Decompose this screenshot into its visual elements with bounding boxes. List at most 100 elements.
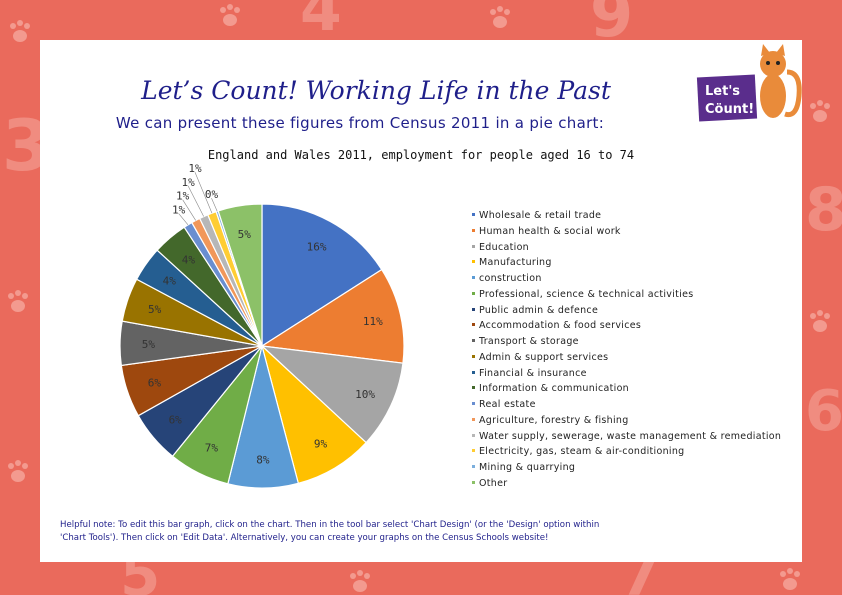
pie-slice-4[interactable] bbox=[260, 344, 367, 485]
leader-line-16 bbox=[194, 172, 213, 214]
legend-swatch bbox=[472, 370, 475, 374]
paw-print-icon bbox=[10, 20, 30, 42]
page-subtitle: We can present these figures from Census… bbox=[115, 114, 605, 132]
legend-label: Real estate bbox=[479, 399, 536, 410]
slice-label-8: 6% bbox=[148, 376, 162, 389]
leader-line-13 bbox=[178, 213, 189, 226]
slice-label-9: 5% bbox=[142, 338, 156, 351]
legend-item: Other bbox=[472, 476, 781, 492]
legend-label: Other bbox=[479, 477, 508, 489]
legend-swatch bbox=[472, 465, 475, 468]
legend-item: Accommodation & food services bbox=[472, 318, 781, 334]
legend-item: Financial & insurance bbox=[472, 366, 781, 382]
pie-slice-1[interactable] bbox=[261, 203, 383, 348]
slice-label-6: 7% bbox=[205, 442, 219, 455]
legend-label: Human health & social work bbox=[479, 225, 621, 237]
slice-label-3: 10% bbox=[355, 388, 375, 401]
slice-label-10: 5% bbox=[148, 303, 162, 316]
legend-swatch bbox=[472, 386, 475, 390]
legend-label: Water supply, sewerage, waste management… bbox=[479, 430, 782, 442]
legend-item: Water supply, sewerage, waste management… bbox=[472, 429, 781, 445]
legend-swatch bbox=[472, 228, 475, 232]
legend-label: Admin & support services bbox=[479, 351, 609, 363]
chart-title: England and Wales 2011, employment for p… bbox=[207, 148, 635, 162]
helpful-note: Helpful note: To edit this bar graph, cl… bbox=[60, 520, 600, 543]
pie-chart-area: 16% 11% 10% 9% 8% 7% 6% 6% 5% 5% 4% 4% 1% 1% 1% 1% 0% 5% bbox=[40, 40, 460, 562]
paw-print-icon bbox=[350, 570, 370, 592]
chart-legend: Wholesale & retail trade Human health & s… bbox=[472, 208, 781, 492]
legend-label: Mining & quarrying bbox=[479, 462, 576, 473]
legend-item: Wholesale & retail trade bbox=[472, 208, 781, 224]
slice-label-12: 4% bbox=[182, 253, 196, 266]
legend-item: Public admin & defence bbox=[472, 303, 781, 319]
bg-number-8: 8 bbox=[805, 175, 842, 245]
slice-label-16: 1% bbox=[188, 162, 202, 175]
slice-label-13: 1% bbox=[172, 203, 186, 216]
legend-swatch bbox=[472, 402, 475, 405]
legend-label: Information & communication bbox=[479, 383, 630, 395]
pie-slice-3[interactable] bbox=[260, 345, 404, 444]
paw-print-icon bbox=[8, 460, 28, 482]
legend-item: Information & communication bbox=[472, 381, 781, 397]
legend-item: Agriculture, forestry & fishing bbox=[472, 413, 781, 429]
legend-item: Admin & support services bbox=[472, 350, 781, 366]
pie-chart[interactable]: 16%11%10%9%8%7%6%6%5%5%4%4%1%1%1%1%0%5% bbox=[40, 40, 460, 562]
legend-swatch bbox=[472, 323, 475, 327]
legend-swatch bbox=[472, 433, 475, 437]
legend-swatch bbox=[472, 307, 475, 311]
pie-slice-2[interactable] bbox=[260, 268, 405, 364]
legend-label: Financial & insurance bbox=[479, 367, 587, 379]
page-title: Let’s Count! Working Life in the Past bbox=[141, 76, 611, 105]
legend-swatch bbox=[472, 291, 475, 295]
legend-item: Professional, science & technical activi… bbox=[472, 287, 781, 303]
slice-label-5: 8% bbox=[256, 454, 270, 467]
legend-label: Transport & storage bbox=[479, 336, 579, 347]
legend-label: construction bbox=[479, 273, 542, 284]
legend-label: Public admin & defence bbox=[479, 304, 599, 316]
legend-item: Electricity, gas, steam & air-conditioni… bbox=[472, 444, 781, 460]
lets-count-logo: Let's Cöunt! bbox=[696, 44, 802, 122]
legend-item: Manufacturing bbox=[472, 255, 781, 271]
slice-label-7: 6% bbox=[169, 413, 183, 426]
leader-line-17 bbox=[211, 198, 218, 212]
slice-label-17: 0% bbox=[205, 188, 219, 201]
paw-print-icon bbox=[490, 6, 510, 28]
slice-label-15: 1% bbox=[181, 176, 195, 189]
legend-item: Transport & storage bbox=[472, 334, 781, 350]
bg-number-6: 6 bbox=[805, 379, 842, 444]
bg-number-4: 4 bbox=[300, 0, 342, 45]
legend-label: Accommodation & food services bbox=[479, 320, 642, 332]
legend-swatch bbox=[472, 354, 475, 358]
paw-print-icon bbox=[810, 100, 830, 122]
legend-swatch bbox=[472, 213, 475, 216]
logo-text-count: Cöunt! bbox=[705, 102, 754, 117]
legend-item: Real estate bbox=[472, 397, 781, 413]
legend-label: Manufacturing bbox=[479, 257, 552, 269]
slice-label-18: 5% bbox=[238, 228, 252, 241]
legend-swatch bbox=[472, 339, 475, 342]
legend-swatch bbox=[472, 449, 475, 453]
leader-line-14 bbox=[182, 199, 196, 221]
slice-label-14: 1% bbox=[176, 190, 190, 203]
content-card: Let’s Count! Working Life in the Past We… bbox=[40, 40, 802, 562]
leader-line-15 bbox=[187, 185, 204, 217]
legend-swatch bbox=[472, 244, 475, 248]
legend-label: Wholesale & retail trade bbox=[479, 210, 602, 221]
legend-swatch bbox=[472, 480, 475, 484]
legend-label: Agriculture, forestry & fishing bbox=[479, 414, 629, 426]
legend-swatch bbox=[472, 260, 475, 264]
paw-print-icon bbox=[780, 568, 800, 590]
pie-slice-18[interactable] bbox=[217, 203, 263, 347]
paw-print-icon bbox=[8, 290, 28, 312]
legend-swatch bbox=[472, 417, 475, 421]
paw-print-icon bbox=[810, 310, 830, 332]
legend-item: construction bbox=[472, 271, 781, 287]
paw-print-icon bbox=[220, 4, 240, 26]
cat-mascot-icon bbox=[760, 44, 802, 118]
slice-label-2: 11% bbox=[363, 315, 383, 328]
legend-item: Mining & quarrying bbox=[472, 460, 781, 476]
legend-swatch bbox=[472, 276, 475, 279]
slice-label-11: 4% bbox=[163, 274, 177, 287]
legend-label: Electricity, gas, steam & air-conditioni… bbox=[479, 446, 685, 458]
